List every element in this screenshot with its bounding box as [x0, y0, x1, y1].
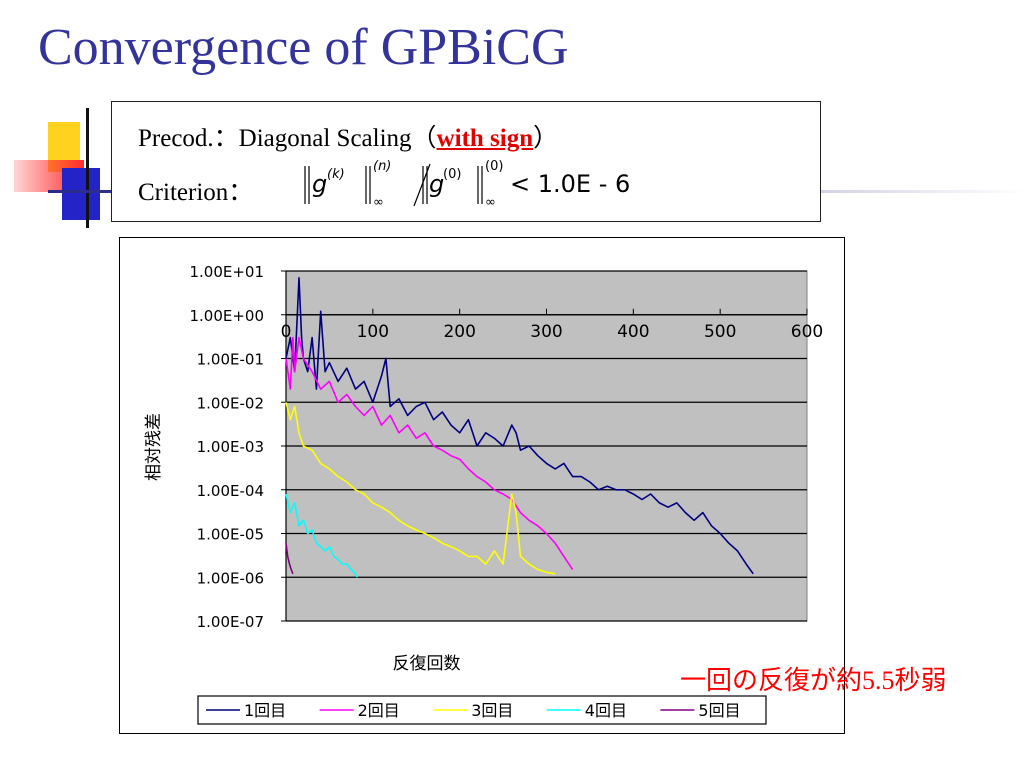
formula-g2: g [429, 170, 444, 198]
y-tick-label: 1.00E-02 [197, 394, 264, 412]
legend-label: 4回目 [585, 701, 627, 720]
y-tick-label: 1.00E+01 [189, 263, 264, 281]
formula-zero2: (0) [485, 159, 503, 174]
x-tick-label: 200 [443, 322, 475, 342]
preconditioner-line: Precod.：Diagonal Scaling（with sign） [138, 118, 558, 154]
x-tick-label: 600 [791, 322, 823, 342]
precod-suffix: ） [533, 125, 559, 152]
formula-inf: ∞ [373, 195, 384, 210]
formula-threshold: < 1.0E - 6 [510, 170, 630, 198]
y-tick-label: 1.00E-03 [197, 438, 264, 456]
y-tick-label: 1.00E-05 [197, 526, 264, 544]
y-tick-label: 1.00E-04 [197, 482, 264, 500]
legend-label: 2回目 [358, 701, 400, 720]
decor-blue-square [62, 168, 100, 220]
note-prefix: 一回の反復が約 [680, 666, 863, 696]
x-tick-label: 500 [704, 322, 736, 342]
y-axis-label: 相対残差 [144, 413, 164, 481]
series-line-4 [285, 493, 358, 578]
note-suffix: 秒弱 [894, 666, 947, 696]
criterion-formula: g (k) (n) ∞ g (0) (0) ∞ < 1.0E - 6 [304, 159, 630, 210]
series-line-2 [285, 336, 574, 570]
x-tick-label: 400 [617, 322, 649, 342]
precod-prefix: Precod.：Diagonal Scaling（ [138, 125, 437, 152]
slide-title: Convergence of GPBiCG [38, 19, 569, 76]
criterion-label: Criterion： [138, 179, 254, 206]
x-axis-label: 反復回数 [393, 654, 461, 674]
formula-inf2: ∞ [485, 195, 496, 210]
series-line-5 [285, 543, 294, 575]
formula-k: (k) [327, 167, 345, 182]
timing-note: 一回の反復が約5.5秒弱 [680, 660, 947, 697]
note-number: 5.5 [862, 666, 895, 695]
x-tick-label: 0 [281, 322, 292, 342]
formula-n: (n) [373, 159, 391, 174]
series-line-3 [285, 402, 556, 575]
decor-vertical-line [86, 108, 89, 228]
formula-g: g [312, 170, 327, 198]
series-line-1 [285, 276, 754, 575]
legend-label: 3回目 [471, 701, 513, 720]
legend-label: 1回目 [244, 701, 286, 720]
legend-label: 5回目 [698, 701, 740, 720]
x-tick-label: 100 [357, 322, 389, 342]
y-tick-label: 1.00E-06 [197, 569, 264, 587]
y-tick-label: 1.00E+00 [189, 307, 264, 325]
y-tick-label: 1.00E-07 [197, 613, 264, 631]
residual-chart: 1.00E+01 1.00E+00 1.00E-01 1.00E-02 1.00E-03… [144, 263, 823, 725]
precod-emphasis: with sign [436, 125, 534, 152]
x-tick-label: 300 [530, 322, 562, 342]
division-slash [413, 163, 431, 207]
formula-zero: (0) [443, 167, 461, 182]
y-tick-label: 1.00E-01 [197, 351, 264, 369]
info-box [111, 101, 821, 222]
